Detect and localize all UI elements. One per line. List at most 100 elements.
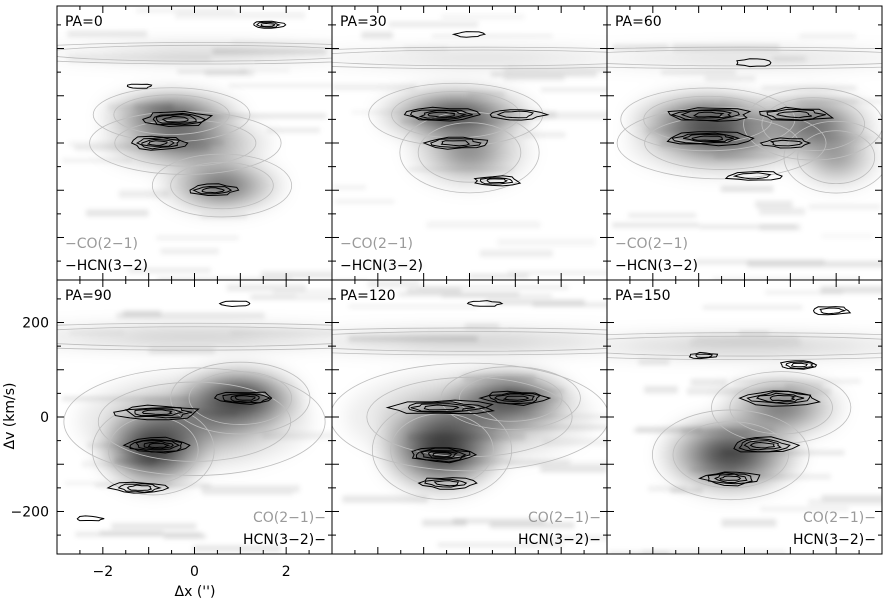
hcn-contour (422, 136, 489, 150)
panel-pa-30: PA=30 −CO(2−1) −HCN(3−2) (331, 5, 608, 281)
legend-co: −CO(2−1) (340, 236, 413, 252)
co-emission-blob (419, 55, 548, 61)
hcn-contour (819, 307, 847, 315)
panel-pa-90: PA=90 CO(2−1)− HCN(3−2)− (56, 279, 333, 555)
co-emission-blob (125, 333, 264, 341)
hcn-contour (451, 31, 486, 38)
hcn-contour (478, 390, 552, 407)
noise-streak (367, 280, 419, 288)
noise-streak (690, 378, 728, 387)
co-contour (729, 380, 833, 435)
noise-streak (250, 294, 297, 298)
hcn-contour (253, 20, 287, 29)
noise-streak (648, 485, 687, 492)
noise-streak (638, 359, 670, 366)
hcn-contour (76, 515, 105, 522)
co-emission-blob (146, 50, 261, 57)
co-contour (651, 409, 810, 501)
hcn-contour (493, 393, 535, 403)
co-contour (607, 335, 882, 357)
noise-streak (760, 506, 849, 512)
noise-streak (136, 7, 237, 14)
co-emission-blob (675, 55, 814, 61)
noise-streak (531, 111, 607, 120)
hcn-contour (130, 135, 189, 151)
noise-streak (821, 234, 873, 238)
noise-streak (761, 86, 857, 90)
hcn-contour (126, 484, 153, 491)
noise-streak (506, 461, 607, 466)
co-emission-blob (710, 442, 752, 467)
panel-ticks (606, 280, 883, 554)
noise-streak (468, 274, 529, 279)
hcn-contour (230, 393, 260, 403)
panel-title: PA=0 (65, 14, 103, 30)
noise-streak (490, 71, 597, 77)
noise-streak (272, 289, 332, 295)
noise-streak (464, 323, 500, 330)
co-contour (57, 42, 332, 65)
hcn-contour (417, 477, 478, 490)
noise-streak (641, 549, 787, 554)
noise-streak (808, 498, 882, 506)
co-contour (332, 46, 607, 70)
y-tick-label: 200 (22, 316, 49, 332)
hcn-contour (106, 481, 170, 494)
hcn-contour (428, 451, 459, 459)
hcn-contour (680, 109, 733, 119)
noise-streak (522, 132, 566, 138)
panels-group: PA=0 −CO(2−1) −HCN(3−2) PA=30 −CO(2−1) −HCN(3… (56, 5, 883, 555)
co-contour (607, 49, 882, 67)
hcn-contour (743, 440, 782, 451)
hcn-contour (758, 106, 835, 122)
co-contour (97, 381, 292, 462)
panel-title: PA=90 (65, 288, 112, 304)
legend-co: −CO(2−1) (65, 236, 138, 252)
hcn-contour (666, 131, 755, 147)
noise-streak (437, 542, 564, 548)
noise-streak (503, 67, 607, 72)
noise-streak (231, 40, 332, 45)
hcn-contour (732, 172, 772, 180)
hcn-contour (759, 137, 812, 149)
hcn-contour (141, 110, 214, 128)
hcn-contour (724, 170, 783, 181)
hcn-contour (691, 135, 724, 142)
hcn-contour (213, 391, 273, 405)
legend-hcn: HCN(3−2)− (793, 532, 876, 548)
co-emission-blob (675, 342, 814, 350)
noise-streak (489, 522, 575, 529)
noise-streak (351, 264, 424, 268)
noise-streak (695, 259, 825, 265)
co-contour (170, 361, 311, 435)
noise-streak (507, 270, 607, 275)
noise-streak (116, 312, 265, 319)
hcn-contour (424, 478, 468, 488)
panel-pa-120: PA=120 CO(2−1)− HCN(3−2)− (331, 279, 608, 555)
hcn-contour (488, 392, 541, 405)
co-emission-blob (400, 337, 539, 345)
noise-streak (609, 550, 670, 554)
noise-streak (799, 33, 857, 39)
hcn-contour (466, 300, 504, 307)
noise-streak (540, 465, 607, 473)
co-contour (151, 153, 293, 218)
co-contour (57, 326, 332, 348)
legend-hcn: −HCN(3−2) (65, 258, 148, 274)
noise-streak (348, 304, 480, 308)
co-contour (399, 111, 540, 194)
noise-streak (699, 224, 798, 229)
hcn-contour (769, 394, 797, 402)
noise-streak (406, 287, 462, 294)
noise-streak (612, 222, 699, 228)
noise-streak (503, 74, 565, 81)
hcn-contour (143, 440, 174, 450)
noise-streak (192, 545, 281, 552)
hcn-contour (738, 438, 791, 453)
co-contour (57, 44, 332, 62)
co-contour (63, 367, 326, 476)
hcn-contour (260, 22, 276, 27)
noise-streak (612, 45, 669, 50)
hcn-contour (432, 451, 452, 458)
hcn-contour (682, 133, 734, 143)
